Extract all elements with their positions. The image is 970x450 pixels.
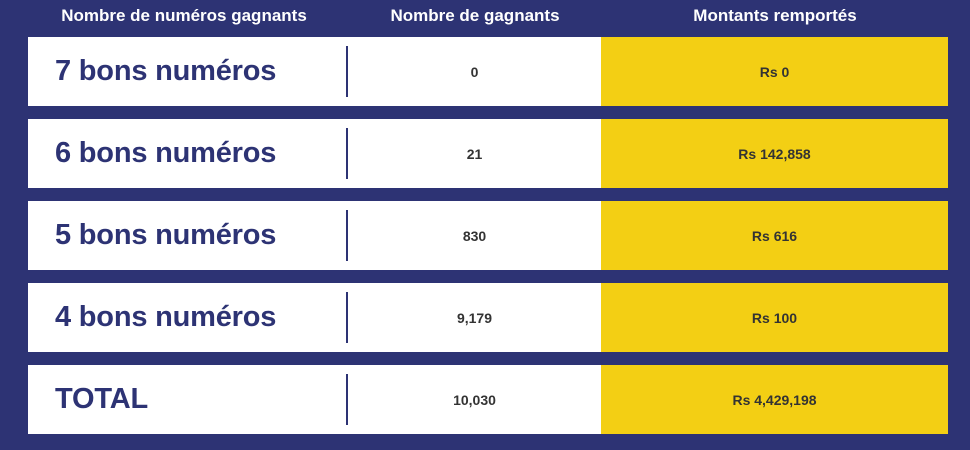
amount-won: Rs 616 [601,201,948,270]
column-divider [346,119,348,188]
table-header-number-of-winners: Nombre de gagnants [390,6,560,25]
amount-won-total: Rs 4,429,198 [601,365,948,434]
row-label-total: TOTAL [28,365,346,434]
winner-count-total: 10,030 [348,365,601,434]
row-label: 7 bons numéros [28,37,346,106]
amount-won: Rs 142,858 [601,119,948,188]
amount-won: Rs 0 [601,37,948,106]
table-row: 5 bons numéros 830 Rs 616 [28,201,948,270]
winner-count: 0 [348,37,601,106]
column-divider [346,365,348,434]
table-row-total: TOTAL 10,030 Rs 4,429,198 [28,365,948,434]
table-row: 6 bons numéros 21 Rs 142,858 [28,119,948,188]
table-row: 7 bons numéros 0 Rs 0 [28,37,948,106]
table-header-number-of-matches: Nombre de numéros gagnants [61,6,307,25]
column-divider [346,201,348,270]
row-label: 5 bons numéros [28,201,346,270]
row-label: 4 bons numéros [28,283,346,352]
table-header-amounts-won: Montants remportés [693,6,857,25]
winner-count: 21 [348,119,601,188]
amount-won: Rs 100 [601,283,948,352]
column-divider [346,283,348,352]
row-label: 6 bons numéros [28,119,346,188]
winner-count: 830 [348,201,601,270]
column-divider [346,37,348,106]
table-row: 4 bons numéros 9,179 Rs 100 [28,283,948,352]
winner-count: 9,179 [348,283,601,352]
